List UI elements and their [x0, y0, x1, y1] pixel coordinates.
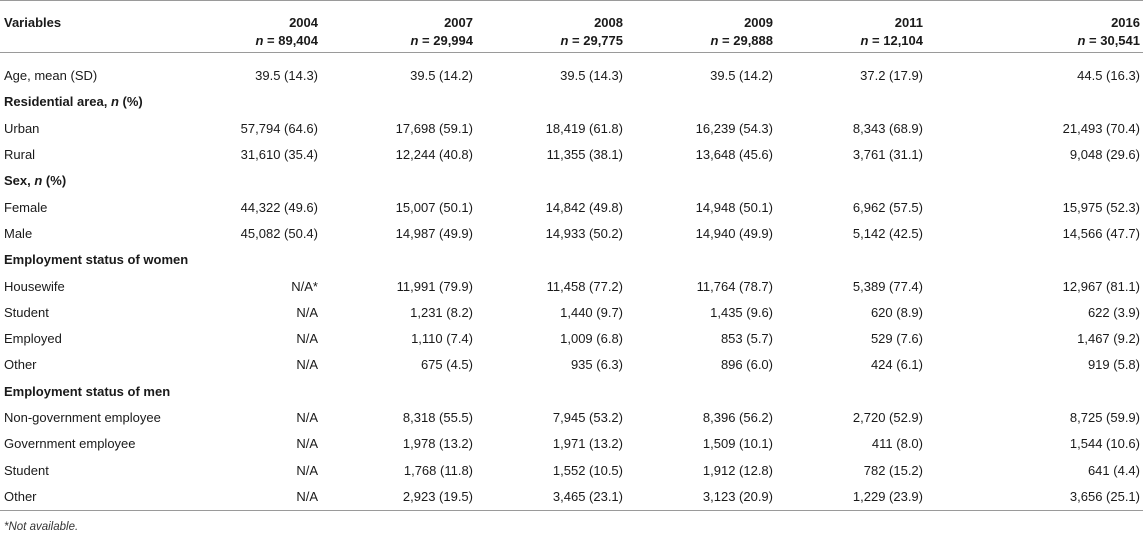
year-label: 2008	[594, 15, 623, 30]
table-footnote: *Not available.	[4, 521, 79, 534]
table-row-women-student: Student N/A 1,231 (8.2) 1,440 (9.7) 1,43…	[4, 304, 1140, 320]
sample-size: n = 29,994	[410, 33, 473, 48]
column-header-2007: 2007 n = 29,994	[368, 0, 518, 53]
table-row-male: Male 45,082 (50.4) 14,987 (49.9) 14,933 …	[4, 225, 1140, 241]
column-header-2009: 2009 n = 29,888	[668, 0, 818, 53]
sample-size: n = 29,888	[710, 33, 773, 48]
year-label: 2011	[894, 15, 923, 30]
sample-size: n = 30,541	[1077, 33, 1140, 48]
year-label: 2004	[289, 15, 318, 30]
table-row-age: Age, mean (SD) 39.5 (14.3) 39.5 (14.2) 3…	[4, 68, 1140, 84]
year-label: 2009	[744, 15, 773, 30]
table-row-nongov: Non-government employee N/A 8,318 (55.5)…	[4, 410, 1140, 425]
table-row-female: Female 44,322 (49.6) 15,007 (50.1) 14,84…	[4, 199, 1140, 215]
section-row-residential: Residential area, n (%)	[4, 94, 143, 110]
section-row-sex: Sex, n (%)	[4, 173, 67, 189]
spacer-row	[0, 53, 1143, 64]
column-header-2004: 2004 n = 89,404	[228, 0, 368, 53]
section-row-men: Employment status of men	[4, 383, 171, 399]
table-row-urban: Urban 57,794 (64.6) 17,698 (59.1) 18,419…	[4, 120, 1140, 136]
table-row-rural: Rural 31,610 (35.4) 12,244 (40.8) 11,355…	[4, 147, 1140, 163]
section-row-women: Employment status of women	[4, 252, 189, 268]
table-row-women-employed: Employed N/A 1,110 (7.4) 1,009 (6.8) 853…	[4, 331, 1140, 347]
table-row-men-other: Other N/A 2,923 (19.5) 3,465 (23.1) 3,12…	[0, 484, 1143, 511]
table-row-men-student: Student N/A 1,768 (11.8) 1,552 (10.5) 1,…	[4, 462, 1140, 478]
sample-size: n = 89,404	[255, 33, 318, 48]
year-label: 2016	[1111, 15, 1140, 30]
header-row: Variables 2004 n = 89,404 2007 n = 29,99…	[0, 0, 1143, 53]
column-header-2011: 2011 n = 12,104	[818, 0, 968, 53]
sample-size: n = 12,104	[860, 33, 923, 48]
table-container: Variables 2004 n = 89,404 2007 n = 29,99…	[0, 0, 1143, 533]
sample-size: n = 29,775	[560, 33, 623, 48]
table-row-women-other: Other N/A 675 (4.5) 935 (6.3) 896 (6.0) …	[4, 357, 1140, 373]
column-header-2016: 2016 n = 30,541	[968, 0, 1143, 53]
table-row-gov: Government employee N/A 1,978 (13.2) 1,9…	[4, 436, 1140, 452]
table-row-housewife: Housewife N/A* 11,991 (79.9) 11,458 (77.…	[4, 278, 1140, 294]
demographics-table: Variables 2004 n = 89,404 2007 n = 29,99…	[0, 0, 1143, 511]
variables-header: Variables	[0, 0, 228, 53]
year-label: 2007	[444, 15, 473, 30]
column-header-2008: 2008 n = 29,775	[518, 0, 668, 53]
